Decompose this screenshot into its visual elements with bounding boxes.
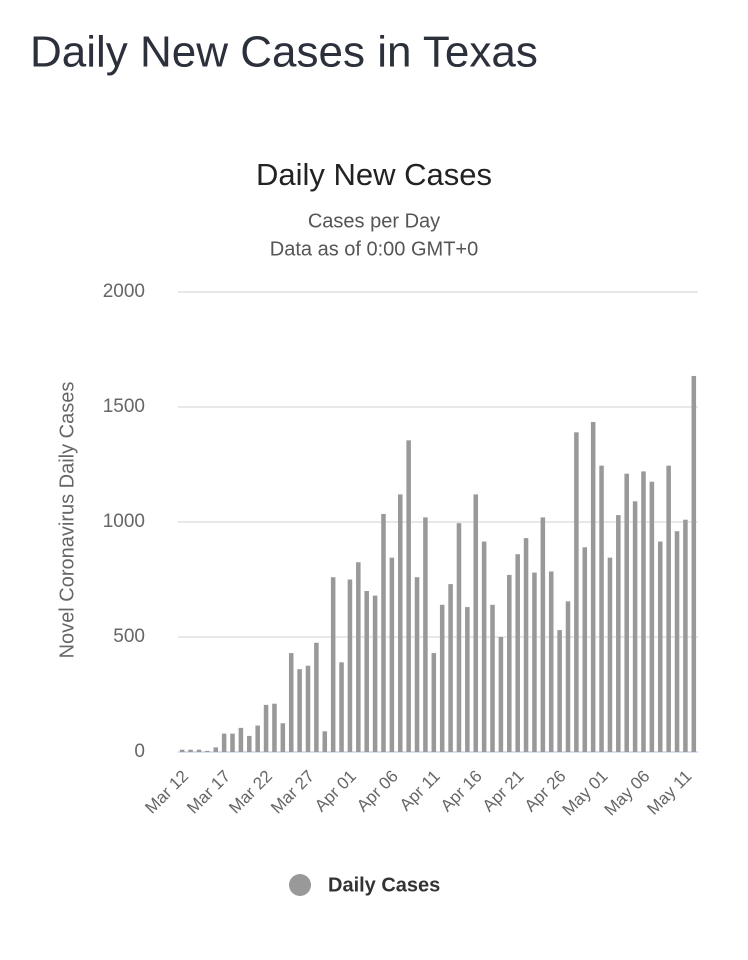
bar xyxy=(305,665,311,752)
bar xyxy=(557,630,562,752)
bar xyxy=(397,494,403,752)
x-tick-label: Apr 06 xyxy=(353,767,402,816)
y-tick-label: 1000 xyxy=(103,511,145,532)
bar xyxy=(356,562,361,752)
bar xyxy=(490,604,495,752)
bar xyxy=(599,465,604,752)
bar xyxy=(221,733,227,752)
bar xyxy=(523,538,529,752)
bar xyxy=(272,703,277,752)
x-tick-label: Mar 17 xyxy=(183,767,234,818)
bar xyxy=(288,653,294,752)
x-tick-label: May 01 xyxy=(559,767,612,820)
x-tick-label: Mar 22 xyxy=(225,767,276,818)
x-tick-label: Apr 16 xyxy=(437,767,486,816)
bar xyxy=(473,494,479,752)
bar xyxy=(674,531,680,752)
bar xyxy=(297,669,302,752)
bar xyxy=(481,541,487,752)
bar xyxy=(632,501,638,752)
bar xyxy=(263,704,269,752)
bar xyxy=(607,557,613,752)
x-tick-label: May 06 xyxy=(601,767,654,820)
bar xyxy=(649,481,655,752)
bar xyxy=(179,749,185,752)
legend-label: Daily Cases xyxy=(328,874,440,896)
bar xyxy=(574,432,579,752)
bar xyxy=(347,579,353,752)
bar xyxy=(456,523,462,752)
bar xyxy=(498,637,504,752)
bar xyxy=(381,513,386,752)
bar xyxy=(548,571,554,752)
bar xyxy=(330,577,336,752)
bar xyxy=(322,731,328,752)
bar xyxy=(590,421,596,752)
bar xyxy=(372,595,378,752)
x-tick-label: May 11 xyxy=(643,767,695,819)
x-tick-label: Mar 27 xyxy=(267,767,318,818)
bar xyxy=(255,725,260,752)
x-tick-label: Apr 11 xyxy=(396,767,444,815)
bar xyxy=(448,584,453,752)
bar xyxy=(540,517,546,752)
bar xyxy=(683,519,688,752)
bar xyxy=(582,547,588,752)
bar xyxy=(406,440,411,752)
page-title: Daily New Cases in Texas xyxy=(30,28,538,77)
bar xyxy=(507,574,512,752)
chart-title: Daily New Cases xyxy=(256,157,492,192)
y-tick-label: 1500 xyxy=(103,396,145,417)
chart-subtitle: Data as of 0:00 GMT+0 xyxy=(270,238,478,260)
y-tick-label: 500 xyxy=(113,626,145,647)
bar xyxy=(439,604,445,752)
bar xyxy=(532,572,537,752)
bar xyxy=(641,471,646,752)
bar xyxy=(238,727,244,752)
bar xyxy=(196,749,202,752)
y-tick-label: 0 xyxy=(134,741,145,762)
bar xyxy=(213,747,219,752)
bar xyxy=(657,541,663,752)
x-tick-label: Mar 12 xyxy=(141,767,192,818)
bar xyxy=(666,465,671,752)
bar xyxy=(414,577,420,752)
bar xyxy=(364,591,369,752)
y-axis-label: Novel Coronavirus Daily Cases xyxy=(56,382,78,659)
bar xyxy=(339,662,344,752)
bar xyxy=(691,375,697,752)
bar xyxy=(247,735,252,752)
bar xyxy=(205,750,210,752)
bar xyxy=(465,607,470,752)
bar xyxy=(423,517,428,752)
bar xyxy=(616,515,621,752)
legend-marker xyxy=(289,874,311,896)
bar xyxy=(565,601,571,752)
y-tick-label: 2000 xyxy=(103,281,145,302)
bar xyxy=(230,733,235,752)
x-tick-label: Apr 21 xyxy=(479,767,528,816)
x-tick-label: Apr 01 xyxy=(311,767,360,816)
bar xyxy=(314,642,319,752)
bar xyxy=(515,554,520,752)
bar xyxy=(389,557,395,752)
bar xyxy=(188,749,193,752)
bar xyxy=(431,653,437,752)
bar xyxy=(624,473,629,752)
chart-subtitle: Cases per Day xyxy=(308,210,440,232)
bar xyxy=(280,723,286,752)
